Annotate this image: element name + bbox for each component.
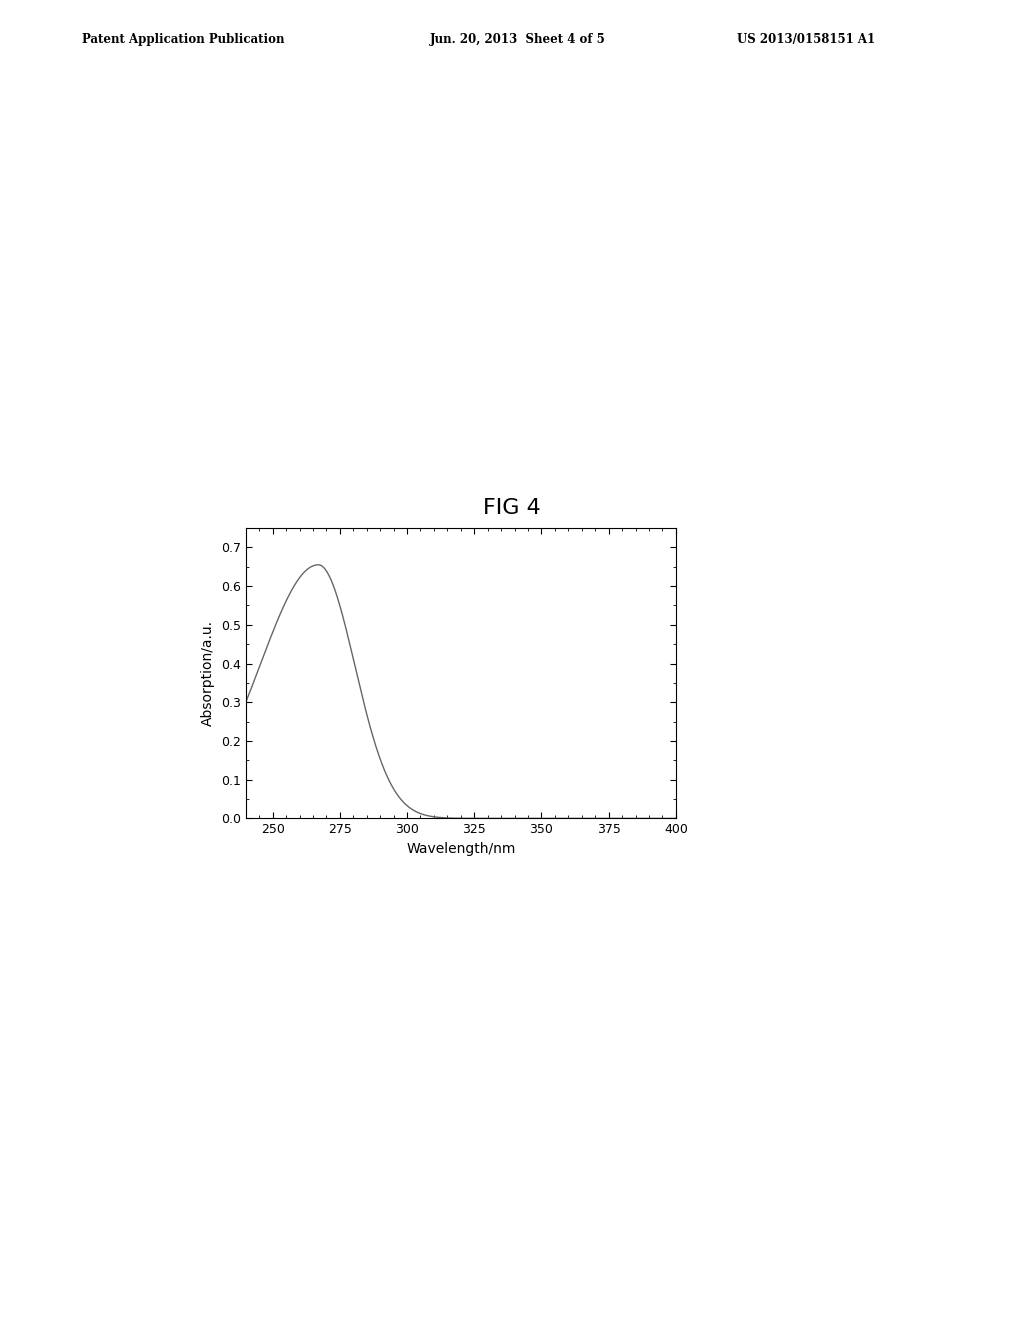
- Text: US 2013/0158151 A1: US 2013/0158151 A1: [737, 33, 876, 46]
- X-axis label: Wavelength/nm: Wavelength/nm: [407, 842, 515, 855]
- Text: Patent Application Publication: Patent Application Publication: [82, 33, 285, 46]
- Text: FIG 4: FIG 4: [483, 498, 541, 519]
- Text: Jun. 20, 2013  Sheet 4 of 5: Jun. 20, 2013 Sheet 4 of 5: [430, 33, 606, 46]
- Y-axis label: Absorption/a.u.: Absorption/a.u.: [202, 620, 215, 726]
